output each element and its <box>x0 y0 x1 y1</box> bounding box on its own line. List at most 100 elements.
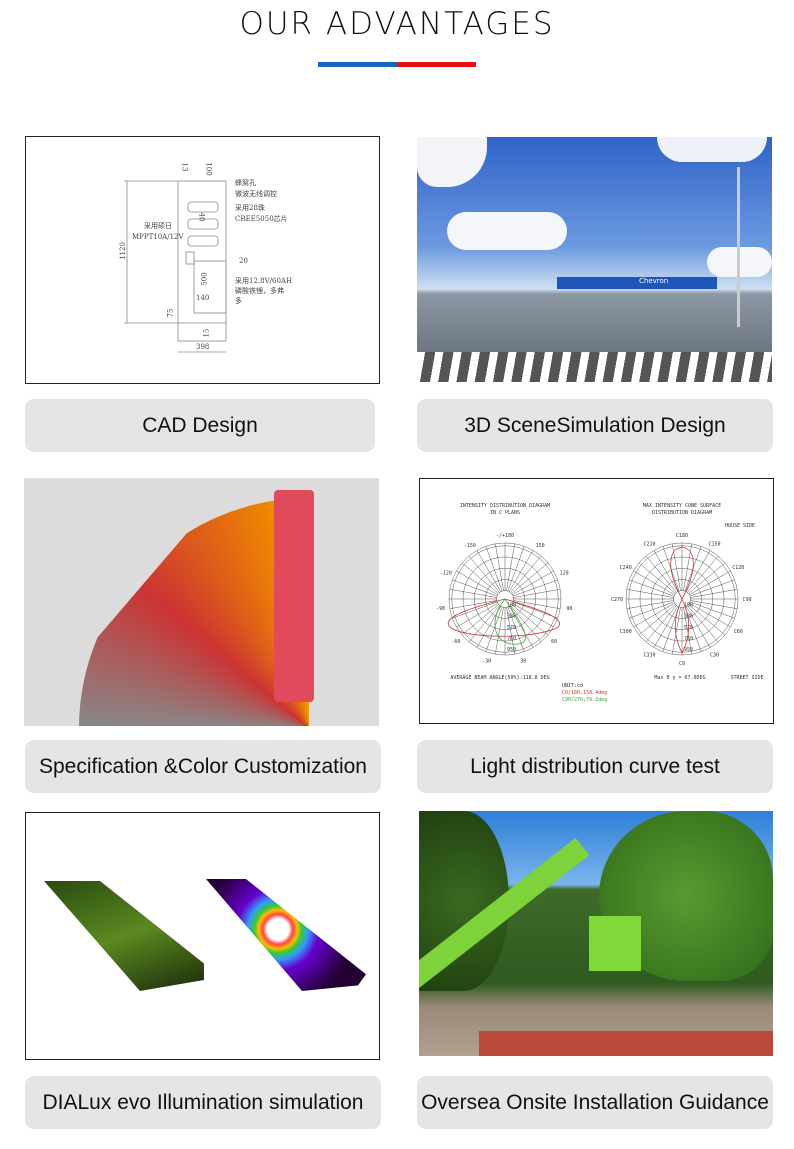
left-polar-spoke <box>512 570 554 596</box>
dialux-image <box>25 812 380 1060</box>
left-polar-spoke <box>495 543 504 591</box>
left-polar-spoke <box>485 606 503 652</box>
cad-note: 采用28珠 <box>235 204 265 212</box>
right-diagram-subtitle: DISTRIBUTION DIAGRAM <box>652 510 712 516</box>
right-polar-spoke <box>690 589 738 598</box>
cad-note: 蜂窝孔 <box>235 179 256 187</box>
right-polar-ring-label: 380 <box>684 614 693 620</box>
road <box>479 1031 773 1056</box>
right-polar-spoke <box>626 600 674 609</box>
title-underline-blue <box>318 62 397 67</box>
left-polar-spoke <box>476 550 502 592</box>
cad-note: 采用硕日 <box>144 222 172 230</box>
left-polar-spoke <box>449 600 497 609</box>
max-angle-label: Max θ γ = 67.0DEG <box>654 675 705 681</box>
red-swatch-card <box>274 490 314 702</box>
cad-design-label: CAD Design <box>25 399 375 452</box>
right-diagram-title: MAX INTENSITY CONE SURFACE <box>643 503 721 509</box>
right-polar-spoke <box>689 570 731 596</box>
title-underline-red <box>397 62 476 67</box>
cad-dim: 100 <box>204 162 213 176</box>
right-polar-spoke <box>688 562 726 594</box>
right-polar-spoke <box>645 555 677 593</box>
dialux-label: DIALux evo Illumination simulation <box>25 1076 381 1129</box>
3d-scene-label: 3D SceneSimulation Design <box>417 399 773 452</box>
left-polar-spoke <box>506 607 515 655</box>
crosswalk <box>417 352 772 382</box>
road-render-green <box>44 881 204 991</box>
left-polar-ring-label: 380 <box>507 614 516 620</box>
right-polar-spoke <box>653 606 679 648</box>
cad-note: MPPT10A/12V <box>132 233 184 241</box>
right-polar-angle-label: C120 <box>732 565 744 571</box>
c90-curve <box>494 598 526 645</box>
right-polar-spoke <box>683 607 692 655</box>
3d-scene-image: Chevron <box>417 137 772 382</box>
left-polar-spoke <box>510 555 542 593</box>
left-polar-ring-label: 570 <box>507 625 516 631</box>
cloud <box>657 137 767 162</box>
cad-note: 多 <box>235 297 242 305</box>
left-polar-spoke <box>513 589 561 598</box>
left-polar-spoke <box>452 579 498 597</box>
left-polar-spoke <box>511 604 549 636</box>
right-polar-spoke <box>629 579 675 597</box>
left-polar-spoke <box>468 555 500 593</box>
installation-guidance-label: Oversea Onsite Installation Guidance <box>417 1076 773 1129</box>
left-diagram-subtitle: IN C PLANS <box>490 510 520 516</box>
cad-dim: 13 <box>180 162 189 172</box>
gas-station-sign: Chevron <box>639 277 669 285</box>
right-polar-spoke <box>638 562 676 594</box>
right-polar-angle-label: C90 <box>742 597 751 603</box>
left-polar-spoke <box>449 589 497 598</box>
right-polar-ring-label: 950 <box>684 647 693 653</box>
left-polar-angle-label: 90 <box>566 606 572 612</box>
left-polar-spoke <box>510 605 542 643</box>
right-polar-spoke <box>689 602 731 628</box>
left-polar-spoke <box>495 607 504 655</box>
cad-dim: 500 <box>200 272 209 286</box>
right-polar-ring-label: 760 <box>684 636 693 642</box>
left-diagram-footer: AVERAGE BEAM ANGLE(50%):118.8 DEG <box>450 675 549 681</box>
left-polar-spoke <box>452 601 498 619</box>
cloud <box>417 137 487 187</box>
right-polar-ring-label: 190 <box>684 602 693 608</box>
right-polar-spoke <box>629 601 675 619</box>
house-side-label: HOUSE SIDE <box>725 523 755 529</box>
lift-bucket <box>589 916 641 971</box>
right-polar-angle-label: C330 <box>643 652 655 658</box>
right-polar-angle-label: C210 <box>643 542 655 548</box>
right-polar-spoke <box>626 589 674 598</box>
left-polar-angle-label: -/+180 <box>496 533 514 539</box>
cad-dim: 15 <box>202 328 211 338</box>
cad-note: CREE5050芯片 <box>235 215 288 223</box>
left-polar-spoke <box>513 600 561 609</box>
right-polar-spoke <box>633 570 675 596</box>
left-polar-angle-label: 150 <box>536 543 545 549</box>
left-polar-spoke <box>456 602 498 628</box>
right-polar-spoke <box>685 550 711 592</box>
left-polar-angle-label: -90 <box>436 606 445 612</box>
left-polar-spoke <box>485 546 503 592</box>
left-polar-spoke <box>456 570 498 596</box>
left-polar-spoke <box>508 606 534 648</box>
cad-dim: 40 <box>197 212 206 222</box>
left-polar-angle-label: -150 <box>464 543 476 549</box>
left-polar-spoke <box>461 562 499 594</box>
left-polar-spoke <box>512 602 554 628</box>
cad-dim: 140 <box>196 294 210 302</box>
road-render-false-color <box>206 879 366 991</box>
color-customization-label: Specification &Color Customization <box>25 740 381 793</box>
cad-design-image: 13 100 40 1120 20 500 140 75 15 398 蜂窝孔 … <box>25 136 380 384</box>
left-polar-angle-label: -30 <box>482 658 491 664</box>
left-polar-ring-label: 950 <box>507 647 516 653</box>
left-polar-angle-label: 120 <box>560 570 569 576</box>
right-polar-spoke <box>689 601 735 619</box>
right-polar-spoke <box>672 607 681 655</box>
c0-curve <box>447 598 560 637</box>
right-polar-angle-label: C0 <box>679 661 685 667</box>
right-polar-spoke <box>638 604 676 636</box>
right-polar-spoke <box>653 550 679 592</box>
cad-dim: 20 <box>239 257 248 265</box>
right-polar-spoke <box>645 605 677 643</box>
